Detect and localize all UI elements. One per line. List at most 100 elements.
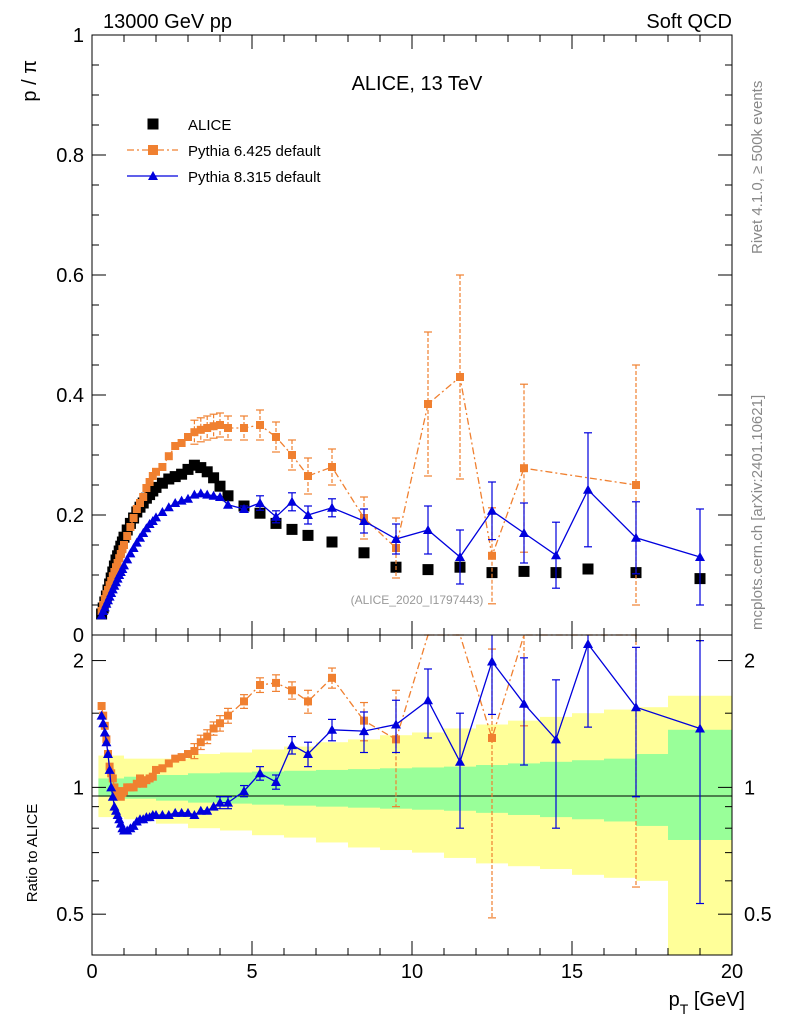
- point-py8: [303, 749, 313, 759]
- point-py8: [695, 552, 705, 561]
- point-py6: [184, 750, 192, 759]
- point-py8: [239, 504, 249, 513]
- point-py8: [487, 505, 497, 515]
- point-py8: [519, 528, 529, 537]
- point-py6: [209, 724, 218, 733]
- point-py8: [487, 656, 497, 666]
- ratio-xtick-label: 20: [721, 961, 743, 983]
- point-py8: [157, 507, 168, 516]
- point-py6: [196, 738, 205, 747]
- point-py8: [183, 807, 193, 817]
- point-py8: [239, 786, 249, 796]
- point-py8: [391, 719, 401, 729]
- band-inner-segment: [636, 754, 668, 826]
- point-py6: [139, 493, 148, 501]
- point-py6: [132, 779, 141, 788]
- point-py6: [158, 463, 167, 471]
- point-py6: [184, 433, 192, 441]
- point-py8: [99, 727, 110, 737]
- point-py8: [455, 756, 465, 766]
- main-ytick-label: 0: [73, 625, 84, 647]
- point-py6: [240, 697, 248, 706]
- ratio-xtick-label: 5: [246, 961, 257, 983]
- analysis-reference: (ALICE_2020_I1797443): [351, 593, 484, 607]
- main-ytick-label: 1: [73, 25, 84, 47]
- point-data: [302, 529, 314, 541]
- point-data: [214, 480, 226, 492]
- point-py6: [272, 433, 280, 441]
- point-py6: [203, 424, 212, 432]
- point-py6: [145, 478, 154, 486]
- legend-label: Pythia 6.425 default: [188, 143, 321, 160]
- point-data: [518, 565, 530, 577]
- band-inner-segment: [700, 729, 732, 841]
- point-py8: [163, 502, 174, 512]
- point-py8: [128, 543, 139, 552]
- point-py6: [216, 719, 224, 728]
- point-data: [188, 459, 200, 471]
- chart-title: ALICE, 13 TeV: [352, 73, 483, 95]
- point-data: [286, 523, 298, 535]
- point-data: [422, 564, 434, 576]
- point-py6: [164, 452, 173, 461]
- ratio-xtick-label: 0: [86, 961, 97, 983]
- side-caption-rivet: Rivet 4.1.0, ≥ 500k events: [749, 81, 766, 254]
- point-py6: [256, 421, 264, 429]
- point-py8: [195, 488, 206, 498]
- ratio-axis-ticks: 0.5 0.51 12 20 5 10 15 20: [56, 635, 772, 983]
- point-data: [486, 567, 498, 579]
- point-py6: [104, 586, 112, 594]
- point-py8: [215, 797, 225, 807]
- point-py8: [631, 702, 641, 712]
- point-py6: [123, 532, 132, 540]
- point-py6: [136, 774, 144, 783]
- main-ytick-label: 0.6: [56, 265, 84, 287]
- main-ytick-label: 0.2: [56, 505, 84, 527]
- point-py8: [170, 498, 181, 507]
- ratio-ytick-label: 2: [73, 651, 84, 673]
- band-inner-segment: [188, 773, 220, 803]
- band-inner-segment: [412, 767, 444, 810]
- point-data: [156, 477, 168, 489]
- point-data: [270, 517, 282, 529]
- point-data: [208, 472, 220, 484]
- point-py8: [359, 516, 369, 525]
- main-ytick-label: 0.4: [56, 385, 84, 407]
- point-py6: [102, 590, 111, 599]
- point-py8: [135, 532, 145, 542]
- point-py8: [287, 740, 297, 750]
- point-py8: [223, 797, 233, 807]
- point-py6: [177, 439, 186, 447]
- point-py6: [328, 463, 336, 471]
- ratio-y-axis-label: Ratio to ALICE: [24, 804, 41, 902]
- point-py8: [170, 807, 181, 817]
- point-py6: [171, 442, 180, 450]
- point-py8: [551, 734, 561, 744]
- legend: ALICE Pythia 6.425 default Pythia 8.315 de…: [127, 117, 321, 186]
- point-py8: [223, 499, 233, 509]
- point-py6: [112, 563, 120, 572]
- point-py6: [171, 754, 180, 763]
- point-py8: [455, 552, 465, 561]
- point-data: [195, 462, 207, 474]
- point-py6: [190, 428, 199, 437]
- point-py6: [118, 545, 127, 554]
- point-py6: [129, 514, 138, 522]
- main-y-axis-label: p / π: [19, 60, 41, 102]
- main-series-layer: [96, 274, 706, 620]
- point-py6: [209, 422, 218, 431]
- point-py8: [271, 776, 281, 786]
- point-py6: [328, 673, 336, 682]
- band-inner-segment: [284, 770, 316, 806]
- point-py8: [107, 791, 118, 801]
- point-py8: [208, 490, 219, 500]
- point-py8: [583, 638, 593, 648]
- point-py8: [151, 809, 161, 819]
- point-py8: [96, 710, 107, 720]
- point-py6: [110, 568, 119, 576]
- point-py8: [202, 805, 213, 815]
- point-py6: [105, 581, 114, 590]
- point-py8: [695, 723, 705, 733]
- point-py8: [423, 525, 433, 534]
- ratio-xtick-label: 10: [401, 961, 423, 983]
